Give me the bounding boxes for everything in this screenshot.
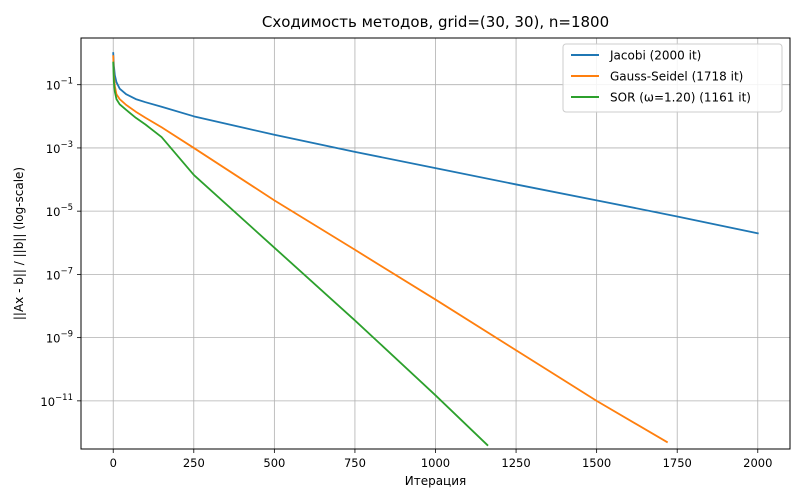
chart-title: Сходимость методов, grid=(30, 30), n=180… xyxy=(262,13,609,31)
x-tick-label: 0 xyxy=(110,456,117,470)
series-line-gauss-seidel xyxy=(112,55,669,444)
y-tick-label-exponent: −1 xyxy=(60,77,73,87)
y-tick-label-exponent: −3 xyxy=(60,140,73,150)
x-tick-label: 500 xyxy=(263,456,285,470)
x-tick-label: 2000 xyxy=(743,456,772,470)
y-tick-label: 10−7 xyxy=(46,266,73,282)
y-tick-label-exponent: −5 xyxy=(60,203,73,213)
y-tick-label: 10−9 xyxy=(46,330,73,346)
y-tick-label-base: 10 xyxy=(46,142,61,156)
y-tick-label: 10−11 xyxy=(40,393,73,409)
legend-label-gauss-seidel: Gauss-Seidel (1718 it) xyxy=(610,70,743,84)
x-axis-label: Итерация xyxy=(405,474,467,488)
legend-label-jacobi: Jacobi (2000 it) xyxy=(609,49,701,63)
y-axis-label: ||Ax - b|| / ||b|| (log-scale) xyxy=(12,167,26,320)
x-tick-label: 1500 xyxy=(582,456,611,470)
y-tick-label-base: 10 xyxy=(46,268,61,282)
y-tick-label: 10−1 xyxy=(46,77,73,93)
x-tick-label: 750 xyxy=(344,456,366,470)
y-tick-label-exponent: −11 xyxy=(55,393,73,403)
legend-label-sor: SOR (ω=1.20) (1161 it) xyxy=(610,91,751,105)
x-tick-label: 1750 xyxy=(663,456,692,470)
y-tick-label: 10−3 xyxy=(46,140,73,156)
y-tick-label-base: 10 xyxy=(46,205,61,219)
series-line-sor xyxy=(112,61,489,447)
y-tick-label-exponent: −9 xyxy=(60,330,73,340)
y-axis-ticks: 10−110−310−510−710−910−11 xyxy=(40,77,81,409)
series-line-jacobi xyxy=(112,52,759,235)
y-tick-label-base: 10 xyxy=(46,79,61,93)
x-tick-label: 1250 xyxy=(501,456,530,470)
legend-box xyxy=(562,43,783,113)
x-tick-label: 250 xyxy=(183,456,205,470)
y-tick-label-base: 10 xyxy=(46,332,61,346)
y-tick-label-base: 10 xyxy=(40,395,55,409)
y-tick-label-exponent: −7 xyxy=(60,266,73,276)
x-tick-label: 1000 xyxy=(421,456,450,470)
legend: Jacobi (2000 it) Gauss-Seidel (1718 it) … xyxy=(562,43,783,113)
series-layer xyxy=(112,52,759,447)
y-tick-label: 10−5 xyxy=(46,203,73,219)
x-axis-ticks: 0 250 500 750 1000 1250 1500 1750 2000 xyxy=(110,449,772,470)
